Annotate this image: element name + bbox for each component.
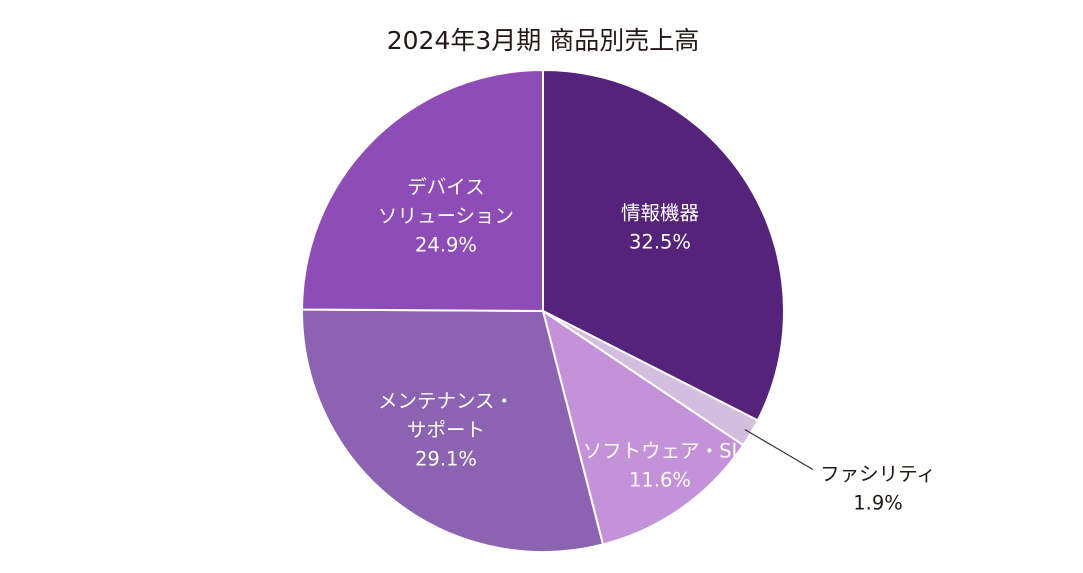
pie-labels: 情報機器 32.5% ファシリティ 1.9% ソフトウェア・SI 11.6% メンテナンス・… [378, 175, 936, 514]
category-label: ファシリティ [820, 462, 936, 485]
pie-slices [300, 69, 785, 553]
leader-lines [744, 428, 814, 470]
category-label: メンテナンス・サポート [378, 389, 514, 441]
slice-label-info-equipment: 情報機器 32.5% [621, 201, 699, 253]
slice-label-maintenance-support: メンテナンス・サポート 29.1% [378, 389, 514, 470]
slice-label-facility: ファシリティ 1.9% [820, 462, 936, 514]
category-label: デバイスソリューション [378, 175, 514, 227]
value-label: 24.9% [415, 233, 477, 256]
pie-slice-device-solution [301, 69, 544, 312]
value-label: 29.1% [415, 447, 477, 470]
category-label: 情報機器 [621, 201, 699, 224]
pie-slice-software-si [542, 310, 745, 546]
chart-title: 2024年3月期 商品別売上高 [387, 26, 699, 55]
leader-line-facility [744, 428, 814, 470]
value-label: 32.5% [629, 230, 691, 253]
value-label: 11.6% [629, 468, 691, 491]
slice-label-device-solution: デバイスソリューション 24.9% [378, 175, 514, 256]
slice-label-software-si: ソフトウェア・SI 11.6% [583, 439, 738, 491]
category-label: ソフトウェア・SI [583, 439, 738, 462]
pie-slice-maintenance-support [300, 308, 604, 553]
value-label: 1.9% [853, 491, 903, 514]
pie-slice-info-equipment [542, 69, 785, 422]
